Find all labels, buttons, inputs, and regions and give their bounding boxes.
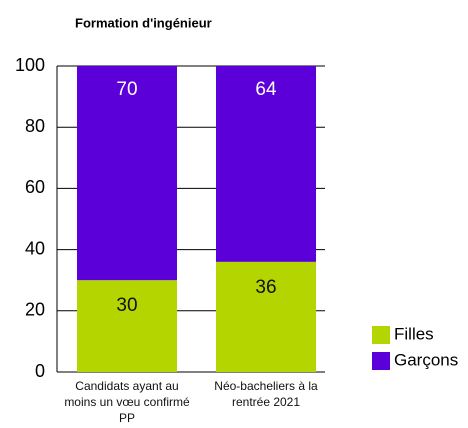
y-tick-label: 0 (35, 361, 45, 381)
bar-segment (216, 261, 316, 372)
data-label: 70 (116, 79, 137, 100)
bar-segment (77, 280, 177, 372)
legend-label: Garçons (394, 350, 458, 369)
bar-segment (216, 66, 316, 262)
legend-label: Filles (394, 324, 434, 343)
x-tick-label: Candidats ayant au moins un vœu confirmé… (64, 379, 190, 425)
chart-title: Formation d'ingénieur (75, 15, 212, 30)
data-label: 36 (255, 277, 276, 298)
data-label: 64 (255, 79, 277, 100)
legend-swatch (372, 326, 390, 344)
legend-swatch (372, 352, 390, 370)
y-tick-label: 20 (25, 300, 45, 320)
y-tick-label: 60 (25, 177, 45, 197)
y-tick-label: 80 (25, 116, 45, 136)
bar-segment (77, 66, 177, 281)
data-label: 30 (116, 295, 137, 316)
y-tick-label: 100 (15, 55, 45, 75)
x-tick-label: Néo-bacheliers à la rentrée 2021 (214, 379, 318, 409)
y-tick-label: 40 (25, 238, 45, 258)
